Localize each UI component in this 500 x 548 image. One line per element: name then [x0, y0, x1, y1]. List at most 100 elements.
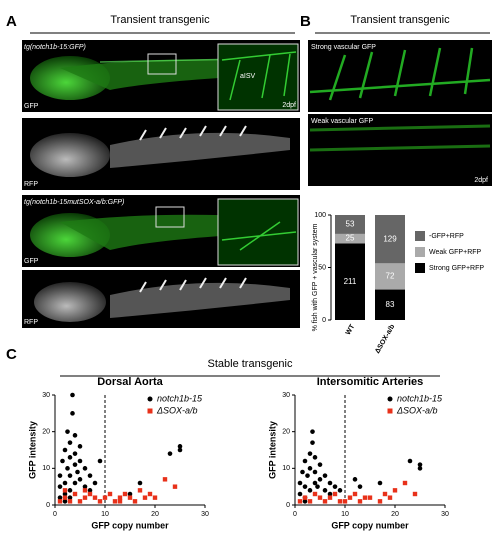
point	[62, 447, 68, 453]
point	[367, 495, 373, 500]
chart-title: Intersomitic Arteries	[317, 376, 424, 388]
x-tick-label: 20	[151, 511, 159, 518]
point	[70, 411, 75, 416]
point	[332, 484, 338, 489]
point	[72, 480, 78, 486]
point	[67, 495, 73, 500]
point	[82, 484, 88, 489]
point	[337, 488, 343, 493]
point	[62, 480, 68, 486]
y-tick-label: 20	[42, 429, 50, 436]
point	[137, 488, 143, 493]
point	[77, 444, 83, 449]
x-axis-label: GFP copy number	[331, 520, 409, 530]
point	[82, 495, 88, 500]
legend-label: Weak GFP+RFP	[429, 249, 482, 256]
legend-marker	[147, 408, 153, 414]
point	[307, 466, 313, 471]
x-tick-label: 0	[293, 511, 297, 518]
image-rfp-mut: RFP	[22, 270, 300, 328]
point	[297, 480, 303, 486]
point	[322, 473, 328, 478]
point	[72, 462, 78, 467]
image-gfp-wt: tg(notch1b-15:GFP) GFP aISV 2dpf	[22, 40, 300, 112]
point	[122, 491, 128, 497]
channel-label: RFP	[24, 181, 38, 188]
point	[407, 458, 413, 464]
panel-label: B	[300, 13, 311, 30]
point	[92, 480, 98, 486]
channel-label: GFP	[24, 103, 39, 110]
point	[142, 495, 148, 500]
data-label: 211	[344, 277, 357, 286]
y-axis-label: GFP intensity	[27, 421, 37, 479]
bar-segment	[375, 215, 405, 264]
channel-label: RFP	[24, 319, 38, 326]
point	[402, 480, 408, 486]
data-label: 72	[386, 272, 395, 281]
image-rfp-wt: RFP	[22, 118, 300, 190]
point	[347, 495, 353, 500]
image-title: Weak vascular GFP	[311, 118, 373, 125]
point	[107, 491, 113, 497]
x-tick-label: 20	[391, 511, 399, 518]
y-tick-label: 0	[286, 502, 290, 509]
point	[322, 488, 328, 493]
legend-marker	[387, 408, 393, 414]
point	[312, 455, 318, 460]
x-tick-label: ΔSOX-a/b	[374, 323, 396, 354]
legend-label: notch1b-15	[157, 393, 203, 403]
point	[327, 491, 333, 497]
point	[132, 499, 138, 504]
x-tick-label: 30	[201, 511, 209, 518]
stage-label: 2dpf	[474, 177, 488, 184]
y-axis-label: % fish with GFP + vascular system	[312, 223, 319, 331]
image-strong: Strong vascular GFP	[308, 40, 492, 112]
point	[102, 495, 108, 500]
x-tick-label: WT	[345, 323, 357, 337]
point	[72, 433, 78, 438]
image-weak: Weak vascular GFP 2dpf	[308, 114, 492, 186]
point	[67, 488, 73, 493]
point	[87, 491, 93, 497]
point	[72, 451, 78, 456]
point	[67, 473, 73, 478]
point	[127, 491, 133, 497]
point	[75, 469, 80, 475]
image-title: Strong vascular GFP	[311, 44, 376, 51]
point	[57, 495, 63, 500]
data-label: 83	[386, 300, 395, 309]
point	[377, 480, 383, 486]
point	[382, 491, 388, 497]
point	[377, 499, 383, 504]
legend-label: ΔSOX-a/b	[156, 405, 198, 415]
point	[417, 462, 423, 467]
point	[297, 499, 303, 504]
point	[60, 458, 65, 464]
point	[302, 499, 308, 504]
point	[62, 488, 68, 493]
inset-label: aISV	[240, 73, 256, 80]
point	[97, 499, 103, 504]
legend-label: notch1b-15	[397, 393, 443, 403]
y-tick-label: 10	[282, 465, 290, 472]
point	[300, 469, 305, 475]
channel-label: GFP	[24, 258, 39, 265]
point	[57, 499, 63, 504]
point	[77, 477, 83, 482]
legend-swatch	[415, 231, 425, 241]
x-tick-label: 10	[341, 511, 349, 518]
point	[72, 491, 78, 497]
x-tick-label: 10	[101, 511, 109, 518]
panel-heading: Transient transgenic	[350, 14, 450, 26]
data-label: 53	[346, 220, 355, 229]
point	[307, 451, 313, 456]
point	[352, 477, 358, 482]
x-axis-label: GFP copy number	[91, 520, 169, 530]
point	[87, 488, 93, 493]
point	[162, 477, 168, 482]
y-tick-label: 100	[314, 212, 326, 219]
point	[342, 499, 348, 504]
y-tick-label: 30	[282, 392, 290, 399]
point	[362, 495, 368, 500]
